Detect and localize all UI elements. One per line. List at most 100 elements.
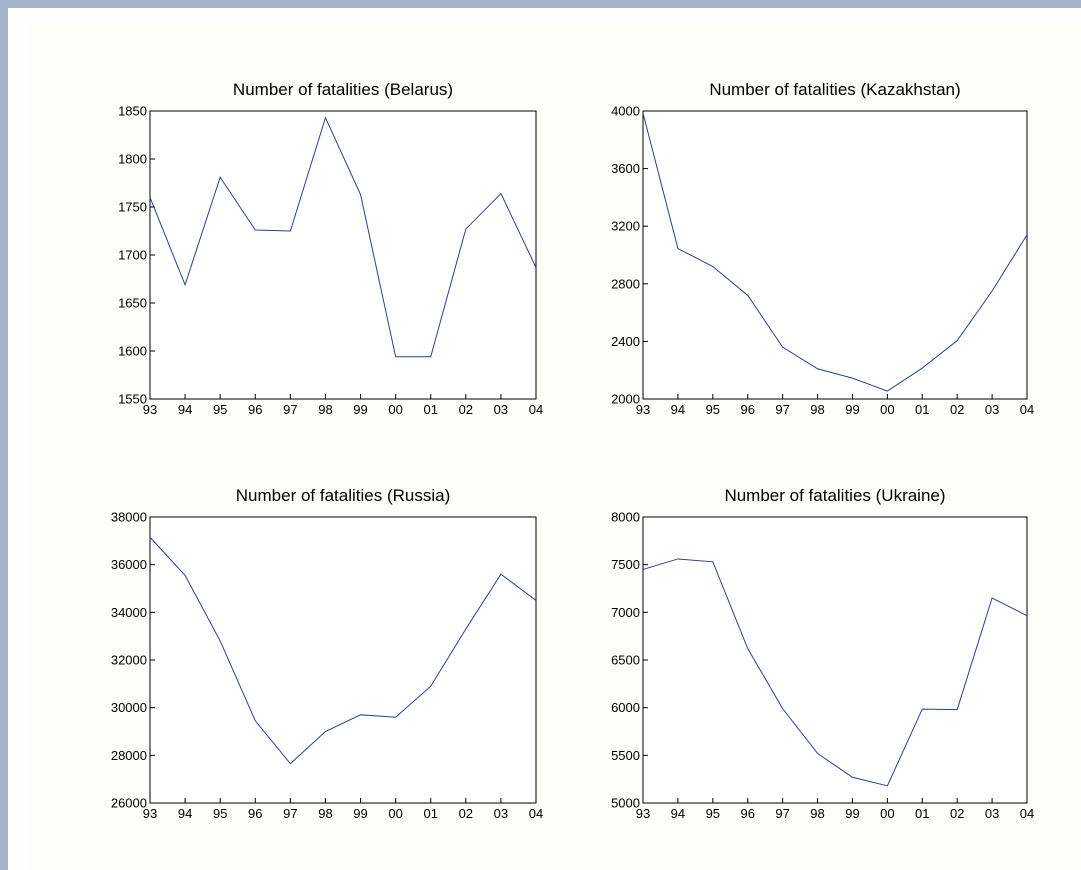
y-tick-label-russia: 26000	[111, 796, 147, 811]
data-point-russia	[360, 714, 361, 715]
y-tick-label-russia: 34000	[111, 605, 147, 620]
y-tick-label-kazakhstan: 4000	[611, 104, 640, 119]
data-point-kazakhstan	[712, 266, 713, 267]
data-point-kazakhstan	[957, 340, 958, 341]
charts-canvas: Number of fatalities (Belarus) 1550 1600 16…	[111, 80, 1034, 821]
data-point-belarus	[395, 356, 396, 357]
data-point-belarus	[184, 284, 185, 285]
x-tick-label-russia: 01	[423, 806, 437, 821]
x-tick-label-belarus: 99	[353, 402, 367, 417]
x-tick-label-belarus: 93	[143, 402, 157, 417]
y-tick-label-ukraine: 7000	[611, 605, 640, 620]
plot-area-ukraine	[642, 516, 1028, 804]
plot-area-belarus	[149, 110, 537, 400]
chart-russia: Number of fatalities (Russia) 26000 28000 3…	[111, 486, 543, 821]
data-point-ukraine	[712, 561, 713, 562]
data-point-russia	[149, 537, 150, 538]
data-point-kazakhstan	[852, 378, 853, 379]
x-tick-label-ukraine: 01	[915, 806, 929, 821]
y-tick-label-belarus: 1750	[118, 200, 147, 215]
chart-title-belarus: Number of fatalities (Belarus)	[233, 80, 453, 99]
data-point-kazakhstan	[887, 390, 888, 391]
x-tick-label-ukraine: 94	[671, 806, 685, 821]
x-tick-label-russia: 96	[248, 806, 262, 821]
chart-panel: Number of fatalities (Belarus) 1550 1600 16…	[30, 26, 1081, 870]
x-tick-label-russia: 00	[388, 806, 402, 821]
x-tick-label-russia: 04	[529, 806, 543, 821]
y-tick-label-kazakhstan: 3200	[611, 219, 640, 234]
series-line-russia	[149, 536, 537, 765]
data-point-belarus	[325, 117, 326, 118]
x-tick-label-belarus: 95	[213, 402, 227, 417]
x-tick-label-kazakhstan: 04	[1020, 402, 1034, 417]
series-line-ukraine	[642, 558, 1028, 787]
x-tick-label-kazakhstan: 96	[740, 402, 754, 417]
data-point-belarus	[220, 177, 221, 178]
data-point-ukraine	[887, 785, 888, 786]
x-tick-label-ukraine: 00	[880, 806, 894, 821]
x-tick-label-russia: 99	[353, 806, 367, 821]
x-tick-label-ukraine: 95	[706, 806, 720, 821]
data-point-kazakhstan	[677, 248, 678, 249]
data-point-ukraine	[852, 777, 853, 778]
data-point-belarus	[500, 193, 501, 194]
y-tick-label-ukraine: 5500	[611, 748, 640, 763]
data-point-kazakhstan	[922, 367, 923, 368]
series-line-kazakhstan	[642, 113, 1028, 392]
x-tick-label-belarus: 02	[459, 402, 473, 417]
data-point-russia	[535, 600, 536, 601]
x-tick-label-kazakhstan: 99	[845, 402, 859, 417]
x-tick-label-belarus: 03	[494, 402, 508, 417]
y-tick-label-belarus: 1650	[118, 296, 147, 311]
data-point-belarus	[465, 228, 466, 229]
chart-ukraine: Number of fatalities (Ukraine) 5000 5500 60…	[611, 486, 1034, 821]
x-tick-label-ukraine: 93	[636, 806, 650, 821]
data-point-belarus	[535, 267, 536, 268]
y-tick-label-ukraine: 6000	[611, 700, 640, 715]
x-tick-label-kazakhstan: 93	[636, 402, 650, 417]
series-line-belarus	[149, 116, 537, 358]
x-tick-label-ukraine: 98	[810, 806, 824, 821]
data-point-belarus	[255, 229, 256, 230]
y-tick-label-russia: 36000	[111, 557, 147, 572]
chart-kazakhstan: Number of fatalities (Kazakhstan) 2000 240…	[611, 80, 1034, 417]
y-tick-label-kazakhstan: 2400	[611, 334, 640, 349]
y-tick-label-russia: 28000	[111, 748, 147, 763]
data-point-belarus	[290, 230, 291, 231]
x-tick-label-belarus: 00	[388, 402, 402, 417]
data-point-ukraine	[922, 708, 923, 709]
plot-area-kazakhstan	[642, 110, 1028, 400]
x-tick-label-belarus: 98	[318, 402, 332, 417]
plot-area-russia	[149, 516, 537, 804]
x-tick-label-belarus: 94	[178, 402, 192, 417]
y-tick-label-belarus: 1800	[118, 152, 147, 167]
data-point-belarus	[149, 197, 150, 198]
data-point-russia	[220, 640, 221, 641]
x-tick-label-kazakhstan: 97	[775, 402, 789, 417]
y-tick-label-belarus: 1600	[118, 344, 147, 359]
data-point-ukraine	[747, 648, 748, 649]
x-tick-label-belarus: 04	[529, 402, 543, 417]
data-point-ukraine	[642, 569, 643, 570]
data-point-belarus	[430, 356, 431, 357]
data-point-kazakhstan	[1026, 234, 1027, 235]
y-tick-label-ukraine: 7500	[611, 557, 640, 572]
x-tick-label-ukraine: 02	[950, 806, 964, 821]
data-point-russia	[325, 731, 326, 732]
x-tick-label-kazakhstan: 98	[810, 402, 824, 417]
data-point-kazakhstan	[817, 368, 818, 369]
y-tick-label-ukraine: 5000	[611, 796, 640, 811]
chart-title-russia: Number of fatalities (Russia)	[236, 486, 450, 505]
data-point-kazakhstan	[782, 347, 783, 348]
x-tick-label-kazakhstan: 01	[915, 402, 929, 417]
data-point-kazakhstan	[991, 290, 992, 291]
y-tick-label-russia: 30000	[111, 700, 147, 715]
y-tick-label-ukraine: 8000	[611, 510, 640, 525]
y-tick-label-kazakhstan: 3600	[611, 161, 640, 176]
data-point-ukraine	[817, 753, 818, 754]
data-point-kazakhstan	[642, 113, 643, 114]
y-tick-label-russia: 38000	[111, 510, 147, 525]
data-point-russia	[255, 720, 256, 721]
data-point-belarus	[360, 194, 361, 195]
y-tick-label-russia: 32000	[111, 653, 147, 668]
